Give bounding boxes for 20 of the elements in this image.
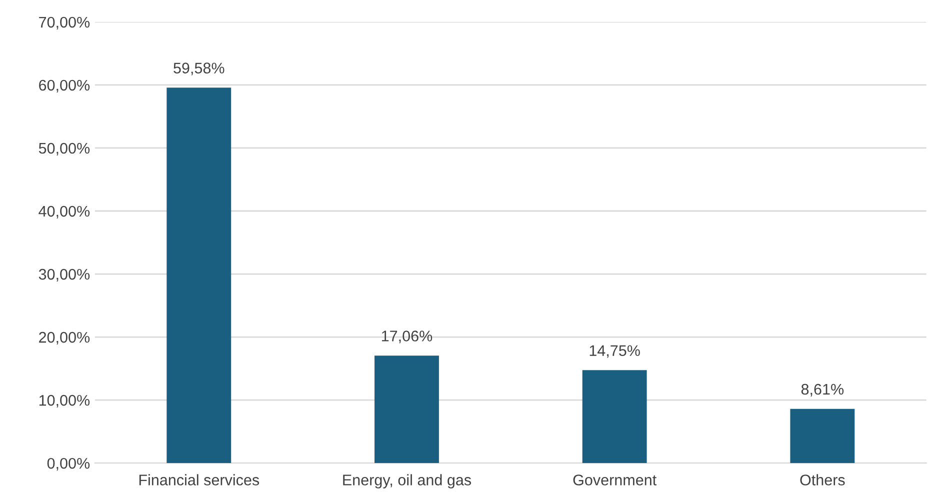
data-label: 8,61% [801,384,844,396]
y-tick-label: 30,00% [38,268,90,282]
x-tick-label: Government [573,474,656,486]
y-tick-label: 0,00% [47,458,90,471]
x-tick-label: Others [800,474,845,486]
bar [166,88,232,464]
data-label: 59,58% [174,62,224,76]
bar [582,370,647,464]
data-label: 14,75% [590,345,640,358]
y-tick-label: 50,00% [38,142,90,156]
x-tick-label: Energy, oil and gas [343,474,472,488]
bar [790,408,855,464]
y-tick-label: 10,00% [39,394,90,408]
y-tick-label: 70,00% [39,16,90,30]
data-label: 17,06% [382,330,432,344]
y-tick-label: 60,00% [39,80,90,92]
y-tick-label: 20,00% [39,332,90,345]
bar [374,356,439,464]
x-tick-label: Financial services [139,474,260,486]
y-tick-label: 40,00% [38,206,90,218]
